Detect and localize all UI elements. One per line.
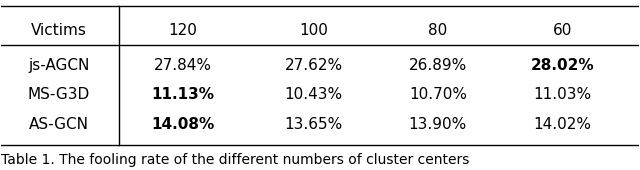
Text: 13.65%: 13.65% [285, 117, 343, 132]
Text: Table 1. The fooling rate of the different numbers of cluster centers: Table 1. The fooling rate of the differe… [1, 153, 470, 167]
Text: 14.08%: 14.08% [152, 117, 214, 132]
Text: MS-G3D: MS-G3D [28, 87, 90, 101]
Text: 80: 80 [428, 23, 447, 38]
Text: 27.62%: 27.62% [285, 58, 342, 73]
Text: Victims: Victims [31, 23, 86, 38]
Text: 26.89%: 26.89% [409, 58, 467, 73]
Text: 11.13%: 11.13% [152, 87, 214, 101]
Text: 10.43%: 10.43% [285, 87, 342, 101]
Text: 100: 100 [299, 23, 328, 38]
Text: 28.02%: 28.02% [531, 58, 594, 73]
Text: 11.03%: 11.03% [533, 87, 591, 101]
Text: 14.02%: 14.02% [533, 117, 591, 132]
Text: 13.90%: 13.90% [409, 117, 467, 132]
Text: js-AGCN: js-AGCN [28, 58, 90, 73]
Text: AS-GCN: AS-GCN [29, 117, 89, 132]
Text: 27.84%: 27.84% [154, 58, 212, 73]
Text: 120: 120 [168, 23, 197, 38]
Text: 10.70%: 10.70% [409, 87, 467, 101]
Text: 60: 60 [552, 23, 572, 38]
